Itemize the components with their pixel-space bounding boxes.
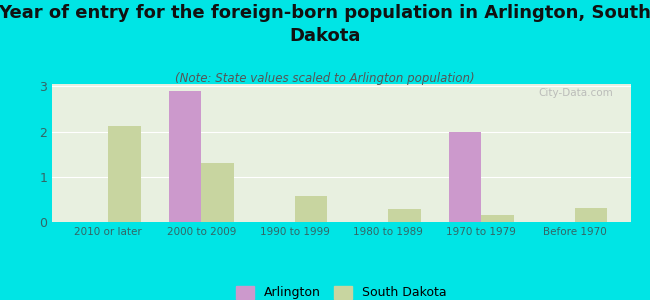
Text: City-Data.com: City-Data.com bbox=[538, 88, 613, 98]
Bar bbox=[202, 163, 234, 222]
Bar bbox=[575, 208, 607, 222]
Bar bbox=[481, 215, 514, 222]
Bar bbox=[108, 126, 140, 222]
Bar bbox=[448, 131, 481, 222]
Legend: Arlington, South Dakota: Arlington, South Dakota bbox=[231, 281, 452, 300]
Bar bbox=[388, 209, 421, 222]
Bar bbox=[168, 91, 202, 222]
Text: (Note: State values scaled to Arlington population): (Note: State values scaled to Arlington … bbox=[176, 72, 474, 85]
Text: Year of entry for the foreign-born population in Arlington, South
Dakota: Year of entry for the foreign-born popul… bbox=[0, 4, 650, 45]
Bar bbox=[294, 196, 327, 222]
